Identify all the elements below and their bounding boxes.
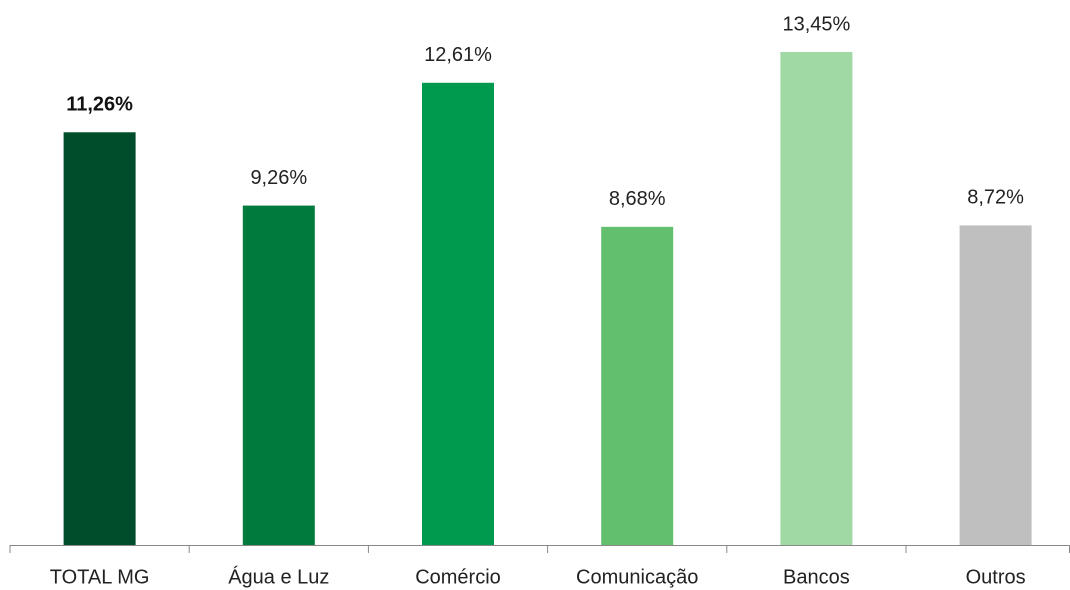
- bar: [780, 52, 853, 545]
- data-label: 12,61%: [424, 44, 492, 66]
- data-label: 9,26%: [250, 167, 307, 189]
- bar: [63, 132, 136, 545]
- data-label: 8,72%: [967, 187, 1024, 209]
- bar: [959, 225, 1032, 545]
- data-label: 13,45%: [782, 13, 850, 35]
- x-tick-label: Comunicação: [576, 566, 698, 588]
- x-tick-label: Bancos: [783, 566, 850, 588]
- bar: [601, 226, 674, 546]
- data-label: 8,68%: [609, 188, 666, 210]
- x-tick-label: TOTAL MG: [50, 566, 150, 588]
- bar: [422, 82, 494, 546]
- data-label: 11,26%: [66, 94, 133, 116]
- bar: [242, 205, 315, 545]
- x-tick-label: Comércio: [415, 566, 501, 588]
- x-tick-label: Água e Luz: [228, 565, 329, 588]
- x-tick-label: Outros: [966, 566, 1026, 588]
